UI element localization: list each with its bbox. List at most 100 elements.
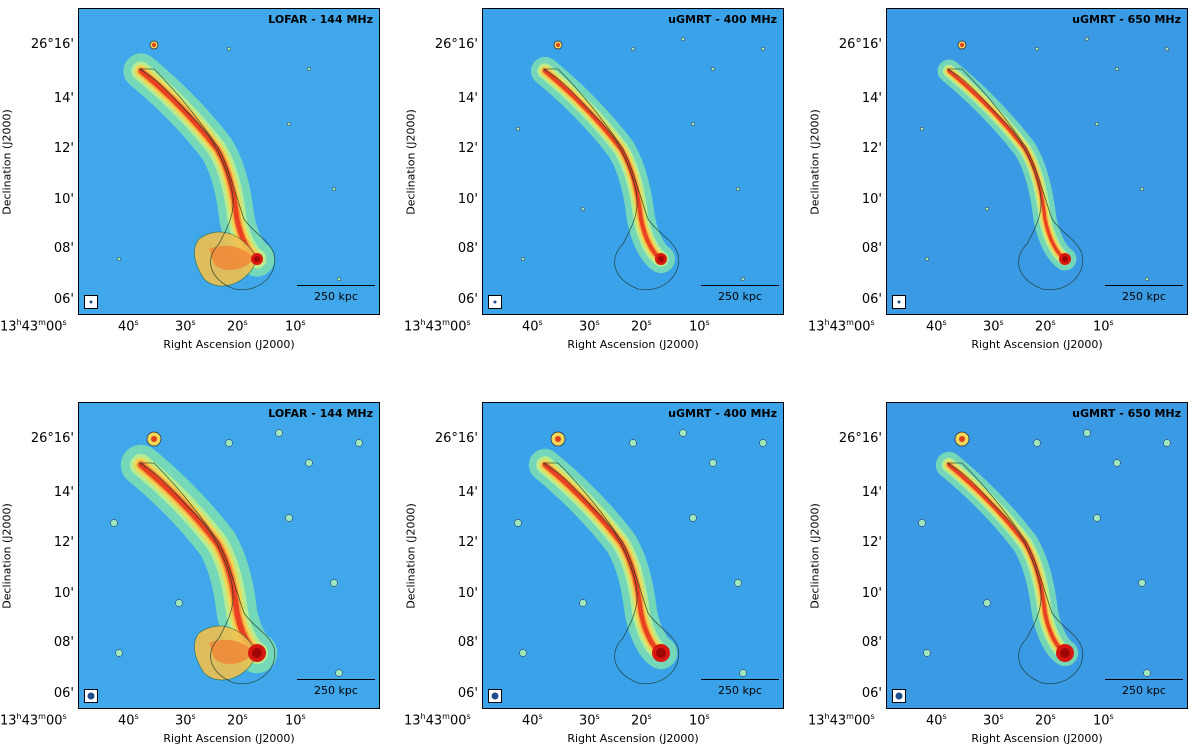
- x-axis-label: Right Ascension (J2000): [971, 732, 1103, 745]
- x-tick-label: 30s: [175, 318, 196, 335]
- y-tick-label: 14': [457, 91, 478, 106]
- y-tick-label: 12': [457, 141, 478, 156]
- x-tick-label: 10s: [285, 318, 306, 335]
- y-tick-label: 26°16': [838, 37, 882, 52]
- y-tick-label: 06': [53, 686, 74, 701]
- y-tick-label: 08': [457, 241, 478, 256]
- x-tick-label: 20s: [227, 712, 248, 729]
- y-tick-label: 06': [457, 292, 478, 307]
- x-tick-label: 20s: [631, 712, 652, 729]
- x-tick-label: 13h43m00s: [404, 712, 471, 729]
- y-tick-label: 10': [861, 192, 882, 207]
- radio-map: LOFAR - 144 MHz 250 kpc: [78, 8, 380, 315]
- y-tick-label: 10': [53, 192, 74, 207]
- y-tick-label: 26°16': [838, 431, 882, 446]
- beam-ellipse-icon: [895, 692, 903, 700]
- y-tick-label: 12': [861, 535, 882, 550]
- x-tick-label: 30s: [579, 712, 600, 729]
- beam-ellipse-icon: [87, 692, 95, 700]
- x-tick-label: 30s: [175, 712, 196, 729]
- beam-ellipse-icon: [89, 300, 93, 304]
- radio-map: uGMRT - 400 MHz 250 kpc: [482, 402, 784, 709]
- scale-bar-label: 250 kpc: [718, 684, 762, 697]
- x-tick-label: 40s: [522, 712, 543, 729]
- x-tick-label: 20s: [631, 318, 652, 335]
- x-tick-label: 10s: [689, 318, 710, 335]
- x-axis-label: Right Ascension (J2000): [567, 732, 699, 745]
- y-axis-label-text: Declination (J2000): [0, 108, 14, 215]
- y-axis-label-text: Declination (J2000): [404, 108, 418, 215]
- y-tick-label: 12': [457, 535, 478, 550]
- y-tick-label: 12': [53, 141, 74, 156]
- image-panel: Declination (J2000) 26°16' 14' 12' 10' 08' 06'…: [404, 0, 794, 360]
- x-tick-label: 30s: [983, 712, 1004, 729]
- y-axis-label: Declination (J2000): [0, 402, 14, 709]
- beam-box: [84, 295, 98, 309]
- y-tick-label: 06': [457, 686, 478, 701]
- scale-bar-label: 250 kpc: [1122, 290, 1166, 303]
- scale-bar-label: 250 kpc: [314, 290, 358, 303]
- x-tick-label: 20s: [1035, 712, 1056, 729]
- scale-bar-label: 250 kpc: [1122, 684, 1166, 697]
- scale-bar: [1105, 679, 1183, 680]
- scale-bar: [297, 285, 375, 286]
- y-axis-label: Declination (J2000): [0, 8, 14, 315]
- x-tick-label: 13h43m00s: [808, 318, 875, 335]
- x-tick-label: 10s: [1093, 318, 1114, 335]
- y-tick-label: 26°16': [434, 37, 478, 52]
- panel-title: LOFAR - 144 MHz: [268, 407, 373, 420]
- panel-title: uGMRT - 400 MHz: [668, 407, 777, 420]
- beam-ellipse-icon: [897, 300, 901, 304]
- image-panel: Declination (J2000) 26°16' 14' 12' 10' 08' 06'…: [404, 394, 794, 754]
- panel-title: uGMRT - 650 MHz: [1072, 407, 1181, 420]
- x-axis-label: Right Ascension (J2000): [971, 338, 1103, 351]
- panel-title: uGMRT - 400 MHz: [668, 13, 777, 26]
- x-axis-label: Right Ascension (J2000): [163, 338, 295, 351]
- beam-box: [84, 689, 98, 703]
- x-tick-label: 13h43m00s: [808, 712, 875, 729]
- beam-box: [892, 689, 906, 703]
- y-tick-label: 12': [861, 141, 882, 156]
- x-tick-label: 30s: [579, 318, 600, 335]
- y-tick-label: 06': [861, 292, 882, 307]
- y-tick-label: 14': [861, 485, 882, 500]
- image-panel: Declination (J2000) 26°16' 14' 12' 10' 08' 06'…: [808, 394, 1198, 754]
- radio-map: uGMRT - 650 MHz 250 kpc: [886, 8, 1188, 315]
- y-tick-label: 14': [53, 91, 74, 106]
- x-tick-label: 40s: [926, 318, 947, 335]
- y-tick-label: 14': [861, 91, 882, 106]
- y-tick-label: 08': [53, 241, 74, 256]
- x-tick-label: 10s: [689, 712, 710, 729]
- image-panel: Declination (J2000) 26°16' 14' 12' 10' 08' 06'…: [0, 0, 390, 360]
- y-tick-label: 26°16': [434, 431, 478, 446]
- x-tick-label: 20s: [1035, 318, 1056, 335]
- image-panel: Declination (J2000) 26°16' 14' 12' 10' 08' 06'…: [0, 394, 390, 754]
- beam-box: [488, 689, 502, 703]
- panel-title: uGMRT - 650 MHz: [1072, 13, 1181, 26]
- image-panel: Declination (J2000) 26°16' 14' 12' 10' 08' 06'…: [808, 0, 1198, 360]
- panel-title: LOFAR - 144 MHz: [268, 13, 373, 26]
- y-tick-label: 06': [53, 292, 74, 307]
- x-tick-label: 20s: [227, 318, 248, 335]
- x-tick-label: 13h43m00s: [404, 318, 471, 335]
- x-tick-label: 13h43m00s: [0, 318, 67, 335]
- y-axis-label: Declination (J2000): [404, 8, 418, 315]
- y-tick-label: 14': [457, 485, 478, 500]
- x-axis-label: Right Ascension (J2000): [163, 732, 295, 745]
- y-tick-label: 08': [53, 635, 74, 650]
- y-axis-label-text: Declination (J2000): [808, 502, 822, 609]
- x-tick-label: 30s: [983, 318, 1004, 335]
- y-axis-label-text: Declination (J2000): [404, 502, 418, 609]
- scale-bar-label: 250 kpc: [718, 290, 762, 303]
- y-tick-label: 06': [861, 686, 882, 701]
- scale-bar: [297, 679, 375, 680]
- y-tick-label: 12': [53, 535, 74, 550]
- y-tick-label: 10': [53, 586, 74, 601]
- x-tick-label: 40s: [522, 318, 543, 335]
- x-tick-label: 10s: [1093, 712, 1114, 729]
- beam-box: [892, 295, 906, 309]
- x-tick-label: 40s: [118, 712, 139, 729]
- radio-map: uGMRT - 400 MHz 250 kpc: [482, 8, 784, 315]
- y-axis-label: Declination (J2000): [808, 8, 822, 315]
- y-axis-label: Declination (J2000): [404, 402, 418, 709]
